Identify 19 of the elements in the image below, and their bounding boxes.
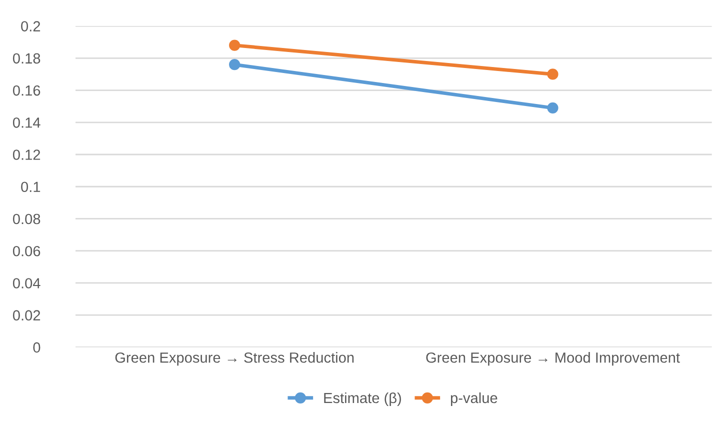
point [229, 59, 240, 70]
legend-label: Estimate (β) [324, 392, 401, 406]
point [547, 102, 558, 114]
y-tick-label: 0.1 [21, 182, 40, 192]
x-tick-label: Green Exposure → Mood Improvement [426, 352, 680, 366]
y-tick-label: 0.04 [12, 278, 40, 288]
y-tick-label: 0.18 [12, 53, 40, 64]
y-tick-label: 0.02 [12, 310, 40, 321]
y-tick-label: 0.08 [12, 214, 40, 224]
y-tick-label: 0.2 [21, 21, 40, 32]
point [229, 40, 240, 51]
y-tick-label: 0.14 [12, 117, 40, 128]
y-tick-label: 0.16 [12, 85, 40, 96]
x-tick-label: Green Exposure → Stress Reduction [115, 352, 354, 366]
point [547, 68, 558, 80]
y-tick-label: 0.06 [12, 246, 40, 256]
y-tick-label: 0 [33, 342, 40, 353]
legend-label: p-value [450, 392, 498, 406]
y-tick-label: 0.12 [12, 150, 40, 160]
